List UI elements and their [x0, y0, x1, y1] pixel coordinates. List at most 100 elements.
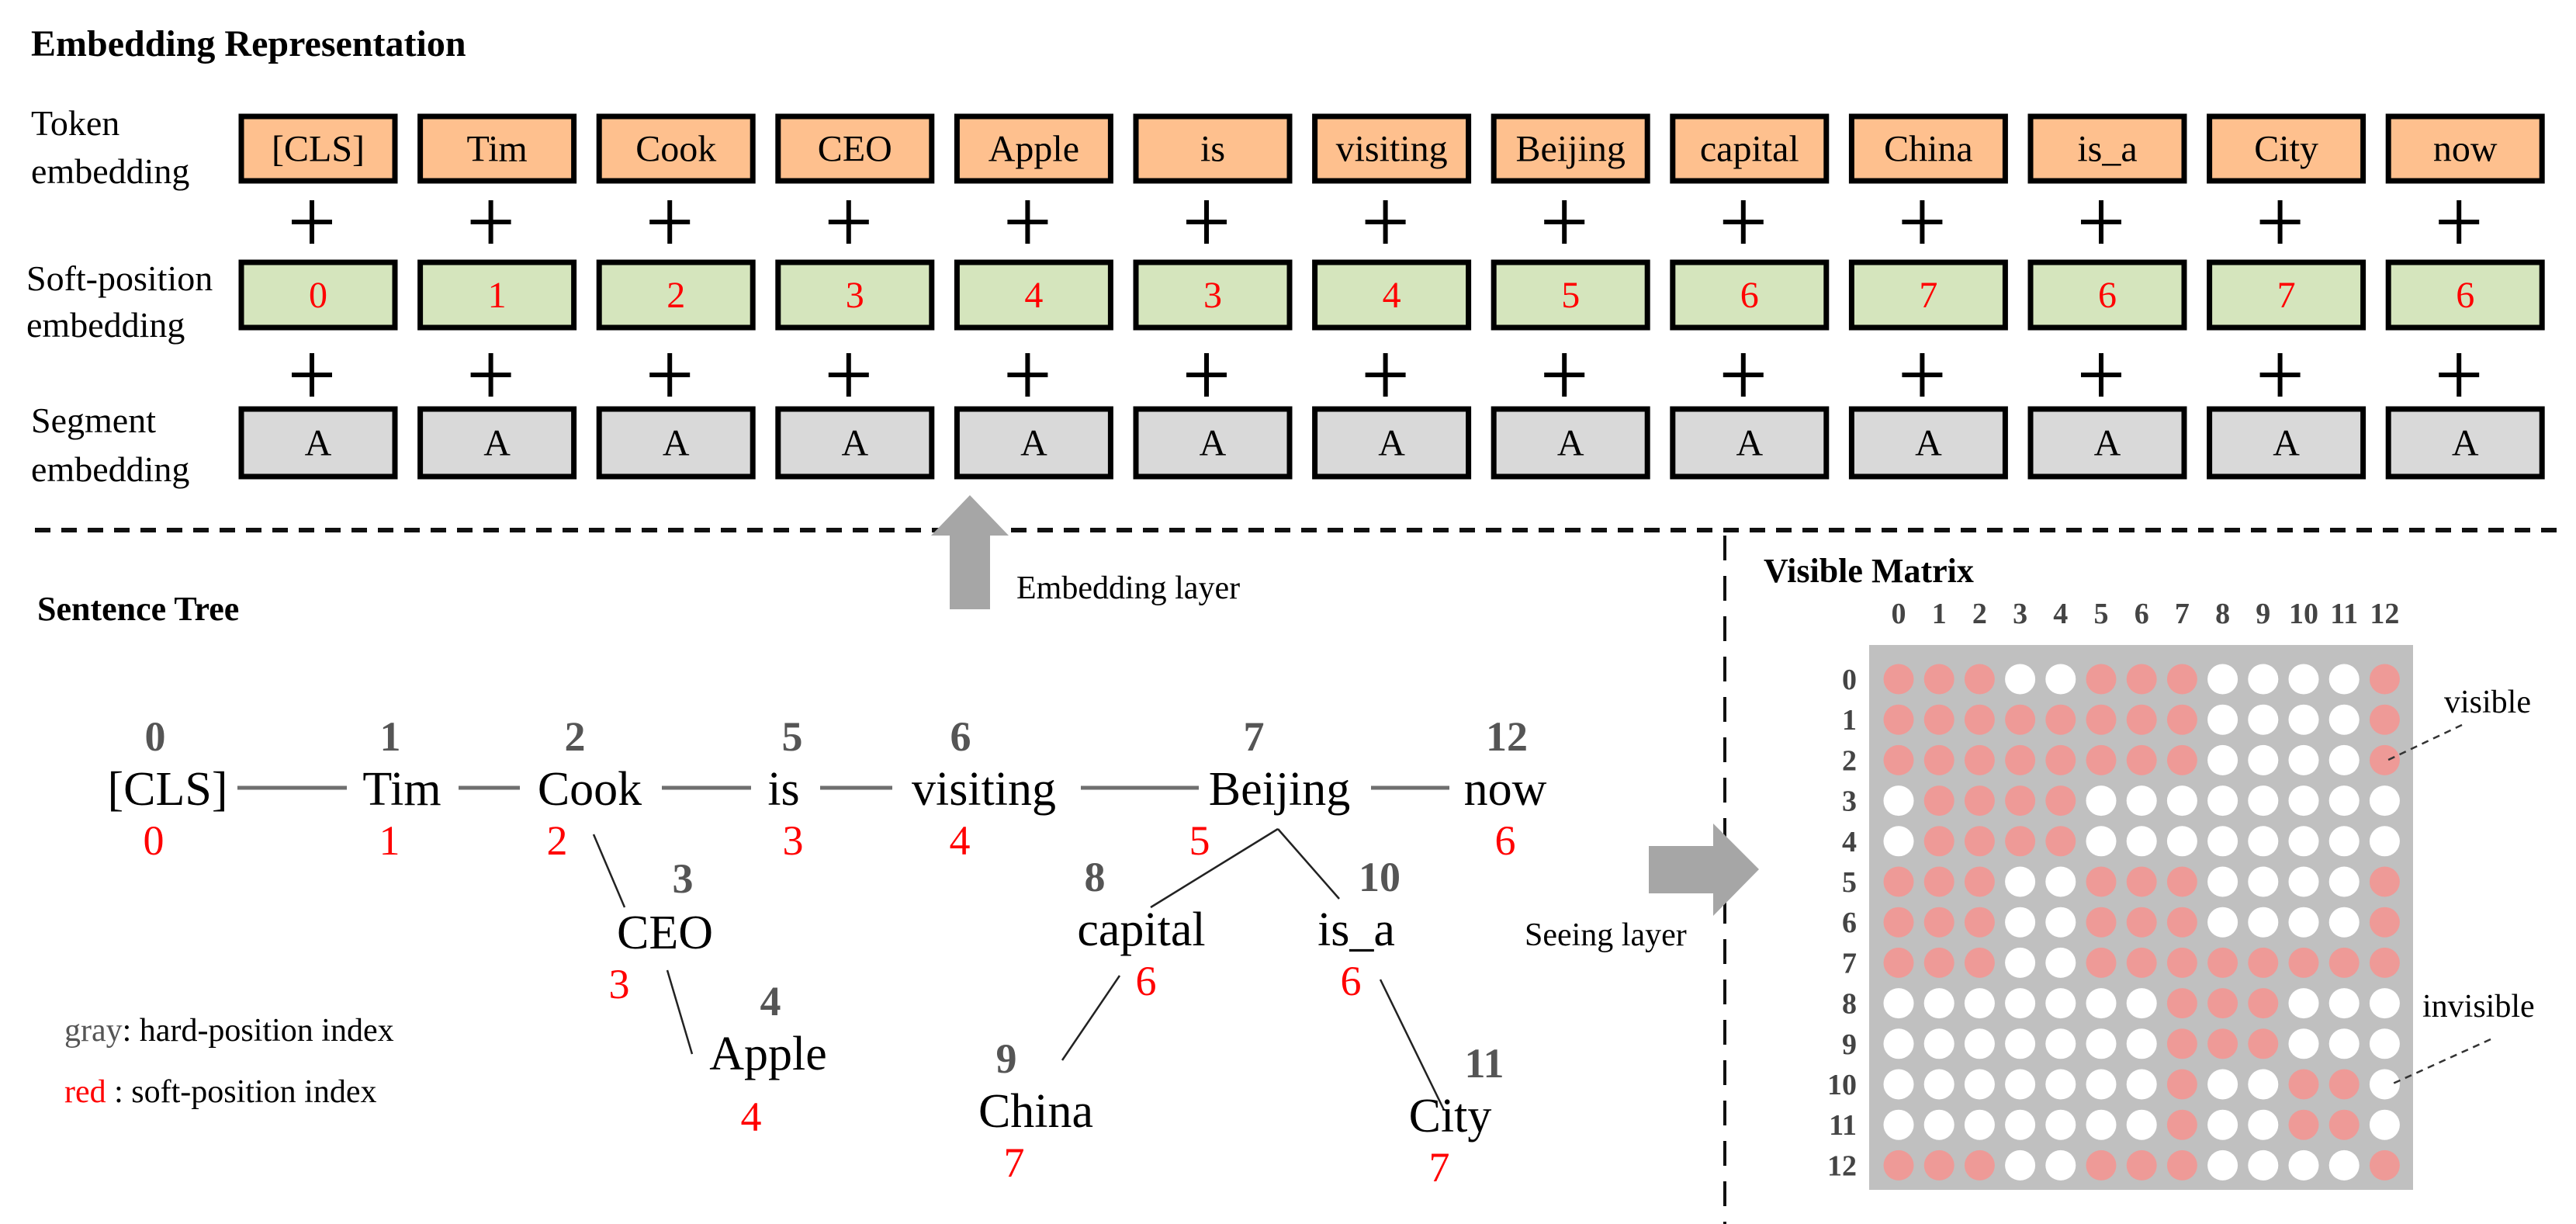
legend-gray-key: gray: [64, 1013, 123, 1049]
soft-position-index: 3: [783, 817, 804, 864]
matrix-cell-invisible: [1923, 1028, 1955, 1059]
embedding-grid: [CLS] Tim Cook CEO Apple is visiting Beijing cap…: [238, 113, 2545, 480]
matrix-cell-invisible: [1883, 988, 1914, 1019]
matrix-cell-visible: [2126, 907, 2157, 938]
token-box: [1848, 113, 2008, 184]
matrix-cell-visible: [1923, 664, 1955, 695]
soft-position-index: 7: [1429, 1144, 1450, 1191]
matrix-cell-visible: [2086, 866, 2117, 897]
matrix-cell-invisible: [2126, 785, 2157, 817]
soft-position-box-label: 7: [2277, 275, 2296, 316]
matrix-cell-invisible: [2207, 664, 2238, 695]
soft-position-index: 7: [1004, 1139, 1025, 1186]
soft-position-box: [1670, 259, 1830, 331]
tree-node-word: Beijing: [1209, 763, 1351, 816]
tree-node-word: Apple: [709, 1028, 827, 1080]
soft-position-box-label: 6: [2456, 275, 2474, 316]
matrix-cell-visible: [2166, 1028, 2197, 1059]
matrix-cell-invisible: [2045, 1109, 2076, 1140]
embedding-title: Embedding Representation: [31, 23, 466, 64]
segment-box: [1491, 406, 1650, 480]
soft-position-index: 6: [1341, 958, 1362, 1004]
soft-position-index: 4: [950, 817, 971, 864]
segment-box-label: A: [483, 423, 511, 464]
tree-node-word: [CLS]: [108, 763, 228, 816]
matrix-cell-visible: [1964, 785, 1995, 817]
matrix-cell-invisible: [2207, 866, 2238, 897]
soft-position-index: 0: [144, 817, 164, 864]
soft-position-index: 4: [741, 1094, 762, 1140]
plus-icon: [292, 200, 332, 244]
matrix-cell-visible: [2166, 1149, 2197, 1181]
token-box: [596, 113, 756, 184]
token-box-label: Tim: [466, 129, 527, 170]
plus-icon: [1902, 200, 1943, 244]
matrix-cell-visible: [2248, 1028, 2279, 1059]
matrix-cell-visible: [2328, 947, 2360, 978]
matrix-cell-invisible: [2248, 866, 2279, 897]
matrix-cell-visible: [1923, 947, 1955, 978]
matrix-cell-invisible: [2288, 988, 2319, 1019]
tree-edge: [1061, 975, 1121, 1061]
segment-box: [238, 406, 398, 480]
tree-edge: [1379, 979, 1446, 1111]
row-label-soft-line2: embedding: [26, 305, 185, 345]
matrix-column-label: 5: [2094, 598, 2109, 630]
matrix-cell-invisible: [2288, 1149, 2319, 1181]
segment-box-label: A: [1200, 423, 1227, 464]
hard-position-index: 6: [950, 713, 971, 760]
segment-box: [775, 406, 935, 480]
matrix-cell-visible: [2126, 947, 2157, 978]
matrix-cell-invisible: [2207, 785, 2238, 817]
matrix-row-label: 9: [1842, 1028, 1857, 1061]
matrix-cell-visible: [2166, 1109, 2197, 1140]
legend-red-key: red: [64, 1074, 106, 1110]
segment-box-label: A: [2452, 423, 2479, 464]
segment-box-label: A: [841, 423, 868, 464]
matrix-cell-invisible: [1964, 1109, 1995, 1140]
segment-box: [417, 406, 577, 480]
soft-position-box: [1312, 259, 1472, 331]
matrix-cell-invisible: [1964, 1069, 1995, 1100]
matrix-cell-visible: [1964, 907, 1995, 938]
matrix-column-label: 11: [2330, 598, 2358, 630]
matrix-cell-visible: [2126, 664, 2157, 695]
tree-node-word: Cook: [538, 763, 642, 816]
matrix-cell-invisible: [2086, 1069, 2117, 1100]
invisible-annotation: invisible: [2422, 989, 2535, 1025]
soft-position-box: [2385, 259, 2545, 331]
hard-position-index: 3: [673, 855, 694, 902]
segment-box-label: A: [1378, 423, 1405, 464]
matrix-cell-visible: [2126, 866, 2157, 897]
matrix-cell-invisible: [2207, 1069, 2238, 1100]
token-box: [1491, 113, 1650, 184]
matrix-cell-invisible: [2005, 947, 2036, 978]
plus-icon: [1902, 353, 1943, 397]
plus-icon: [1723, 200, 1764, 244]
matrix-cell-invisible: [2086, 988, 2117, 1019]
matrix-cell-visible: [2248, 947, 2279, 978]
soft-position-box: [2207, 259, 2367, 331]
seeing-layer-label: Seeing layer: [1525, 917, 1687, 953]
matrix-cell-invisible: [2248, 1109, 2279, 1140]
token-box: [775, 113, 935, 184]
segment-box: [1312, 406, 1472, 480]
matrix-cell-visible: [1923, 826, 1955, 857]
matrix-cell-invisible: [2045, 1069, 2076, 1100]
segment-box: [2207, 406, 2367, 480]
tree-node-word: is: [767, 763, 799, 816]
segment-box: [596, 406, 756, 480]
matrix-cell-invisible: [2369, 1069, 2400, 1100]
segment-box-label: A: [1557, 423, 1584, 464]
matrix-cell-visible: [2369, 907, 2400, 938]
tree-node-word: visiting: [912, 763, 1056, 816]
plus-icon: [2439, 353, 2480, 397]
matrix-cell-visible: [2369, 704, 2400, 735]
tree-edge: [1277, 828, 1340, 900]
matrix-cell-visible: [2045, 704, 2076, 735]
